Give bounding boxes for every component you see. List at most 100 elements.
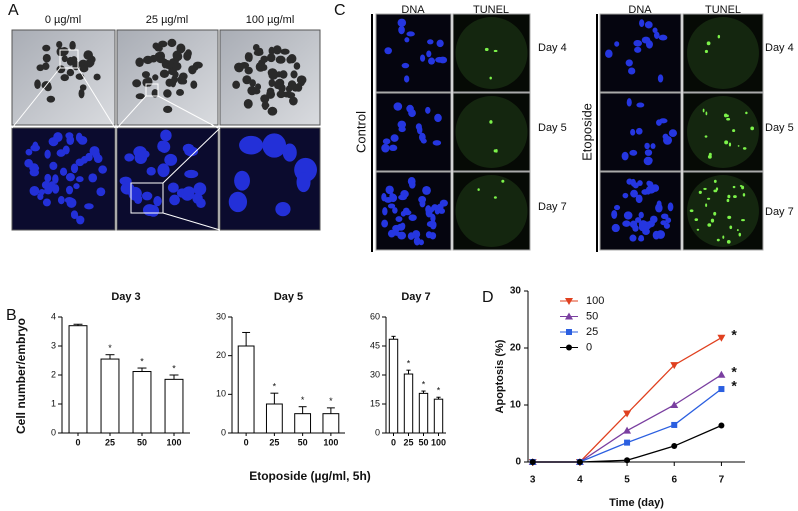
- cell: [83, 50, 93, 60]
- cell: [626, 178, 633, 185]
- significance: *: [731, 363, 737, 379]
- cell: [275, 78, 285, 88]
- cell: [404, 37, 410, 43]
- cell: [141, 71, 150, 79]
- cell: [393, 102, 403, 111]
- cell: [268, 71, 279, 80]
- cell: [34, 79, 41, 90]
- cell: [381, 143, 390, 153]
- cell: [249, 79, 256, 87]
- bar: [418, 392, 429, 434]
- bar: [100, 358, 120, 434]
- cell: [385, 185, 394, 195]
- bar: [322, 413, 340, 434]
- cell: [605, 49, 613, 58]
- cell: [732, 129, 736, 133]
- significance: *: [407, 359, 411, 369]
- y-tick-label: 45: [370, 340, 380, 350]
- panel-label: A: [8, 2, 19, 19]
- embryo-outline: [687, 96, 759, 168]
- marker: [718, 422, 725, 429]
- cell: [260, 64, 268, 71]
- cell: [246, 52, 253, 63]
- cell: [658, 34, 668, 41]
- cell: [167, 38, 177, 48]
- cell: [48, 137, 59, 147]
- y-tick-label: 0: [375, 427, 380, 437]
- cell: [52, 174, 59, 184]
- cell: [151, 89, 159, 98]
- cell: [172, 62, 182, 71]
- cell: [84, 203, 94, 210]
- cell: [287, 80, 297, 89]
- embryo-outline: [455, 17, 528, 89]
- cell: [43, 187, 53, 195]
- cell: [430, 213, 436, 223]
- concentration-label: 25 µg/ml: [146, 14, 188, 26]
- y-tick-label: 30: [216, 311, 226, 321]
- cell: [266, 87, 275, 95]
- stain-label: TUNEL: [705, 4, 741, 16]
- cell: [650, 185, 656, 191]
- cell: [44, 173, 52, 183]
- cell: [489, 76, 492, 80]
- cell: [723, 113, 728, 118]
- y-axis-label: Cell number/embryo: [14, 318, 28, 434]
- cell: [426, 221, 435, 228]
- significance: *: [731, 378, 737, 394]
- marker: [717, 334, 726, 342]
- cell: [622, 192, 629, 199]
- cell: [392, 207, 398, 214]
- cell: [120, 182, 135, 195]
- cell: [65, 185, 74, 195]
- cell: [135, 57, 144, 67]
- cell: [190, 80, 198, 89]
- marker: [565, 312, 573, 320]
- cell: [707, 223, 712, 227]
- zoom-line: [162, 212, 221, 231]
- cell: [388, 144, 398, 152]
- micrographs: [11, 13, 764, 251]
- x-tick-label: 0: [391, 437, 396, 447]
- cell: [707, 197, 711, 200]
- embryo-outline: [687, 175, 759, 247]
- cell: [420, 54, 426, 62]
- series-line: [532, 388, 722, 463]
- cell: [419, 199, 426, 208]
- day-label: Day 4: [538, 42, 567, 54]
- cell: [44, 83, 52, 92]
- cell: [742, 193, 746, 197]
- y-tick-label: 10: [510, 400, 522, 411]
- cell: [429, 232, 437, 240]
- cell: [640, 223, 648, 232]
- y-axis-label: Apoptosis (%): [494, 339, 506, 413]
- cell: [176, 88, 184, 96]
- fluorescence-image: [11, 127, 116, 231]
- cell: [726, 198, 730, 203]
- legend-label: 50: [586, 310, 598, 322]
- cell: [704, 135, 708, 138]
- cell: [726, 239, 731, 244]
- significance: *: [301, 395, 305, 405]
- cell: [66, 135, 75, 145]
- day-label: Day 7: [538, 201, 567, 213]
- x-tick-label: 25: [105, 437, 115, 447]
- cell: [418, 132, 426, 142]
- cell: [243, 98, 253, 109]
- cell: [261, 100, 269, 111]
- cell: [413, 236, 421, 246]
- cell: [407, 232, 415, 240]
- cell: [614, 41, 620, 47]
- cell: [387, 203, 396, 209]
- cell: [244, 66, 253, 75]
- cell: [156, 55, 166, 64]
- cell: [65, 172, 75, 182]
- cell: [644, 157, 653, 164]
- cell: [46, 95, 56, 103]
- cell: [644, 21, 653, 29]
- cell: [164, 153, 178, 166]
- day-label: Day 7: [765, 206, 794, 218]
- significance: *: [422, 379, 426, 389]
- cell: [431, 204, 439, 210]
- cell: [611, 209, 618, 219]
